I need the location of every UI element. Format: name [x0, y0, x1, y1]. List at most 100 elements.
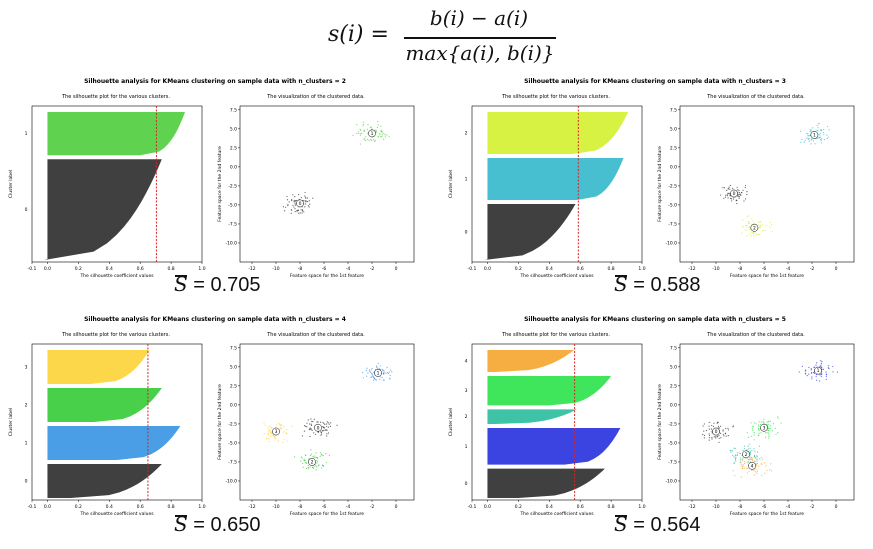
data-point	[303, 459, 305, 461]
data-point	[363, 139, 365, 141]
data-point	[818, 136, 820, 138]
data-point	[277, 422, 280, 424]
silhouette-bar-cluster-2	[47, 388, 162, 422]
data-point	[363, 137, 365, 140]
data-point	[805, 369, 807, 371]
data-point	[811, 376, 813, 378]
data-point	[274, 439, 276, 441]
x-tick-label: 0.4	[546, 504, 553, 510]
data-point	[293, 201, 295, 203]
y-tick-label: -7.5	[228, 221, 237, 227]
data-point	[749, 452, 751, 454]
data-point	[737, 189, 739, 191]
data-point	[731, 200, 733, 202]
cluster-center-label: 0	[317, 425, 320, 431]
data-point	[730, 450, 732, 452]
data-point	[322, 427, 325, 429]
data-point	[716, 422, 718, 424]
data-point	[756, 451, 759, 453]
cluster-center-label: 0	[299, 201, 302, 207]
data-point	[305, 462, 307, 464]
scatter-plot: -12 -10 -8 -6 -4 -2 0 7.5 5.0 2.5 0.0 -2.5 -5.0 -7.5 -…	[657, 105, 855, 279]
s-bar-symbol: S	[174, 512, 188, 536]
x-tick-label: 0.6	[137, 266, 144, 272]
cluster-label: 0	[465, 481, 468, 487]
data-point	[383, 138, 385, 140]
data-point	[306, 422, 308, 424]
data-point	[752, 231, 754, 233]
data-point	[820, 138, 822, 141]
data-point	[305, 197, 307, 199]
data-point	[746, 191, 748, 193]
data-point	[285, 206, 287, 208]
data-point	[827, 136, 829, 138]
cluster-center-label: 0	[733, 191, 736, 197]
data-point	[758, 445, 761, 447]
data-point	[775, 433, 777, 435]
data-point	[757, 434, 760, 436]
data-point	[368, 139, 370, 142]
data-point	[382, 370, 384, 372]
data-point	[766, 432, 768, 434]
data-point	[726, 195, 729, 197]
data-point	[300, 197, 302, 199]
y-tick-label: 5.0	[230, 126, 237, 132]
data-point	[308, 457, 310, 460]
data-point	[313, 432, 315, 434]
cluster-center-label: 2	[311, 460, 314, 466]
data-point	[711, 438, 713, 440]
cluster-center-0	[314, 423, 322, 432]
data-point	[746, 224, 748, 227]
data-point	[736, 186, 738, 188]
data-point	[379, 134, 381, 136]
data-point	[747, 222, 750, 224]
data-point	[264, 424, 266, 426]
data-point	[720, 437, 722, 439]
data-point	[303, 425, 306, 427]
x-tick-label: 0.0	[484, 266, 491, 272]
data-point	[373, 377, 376, 380]
data-point	[379, 376, 381, 378]
y-tick-label: 7.5	[230, 107, 237, 113]
data-point	[277, 440, 279, 442]
data-point	[360, 129, 362, 131]
score-value: = 0.650	[193, 514, 261, 536]
y-tick-label: -5.0	[228, 202, 237, 208]
data-point	[742, 459, 744, 462]
data-point	[359, 143, 362, 145]
cluster-center-0	[712, 427, 720, 436]
data-point	[740, 194, 742, 196]
data-point	[270, 432, 273, 434]
data-point	[727, 197, 729, 199]
data-point	[705, 429, 708, 432]
data-point	[370, 376, 372, 378]
data-point	[758, 428, 760, 431]
average-silhouette-score: S = 0.705	[174, 272, 261, 297]
data-point	[749, 228, 751, 230]
data-point	[738, 195, 740, 197]
data-point	[759, 221, 761, 223]
data-point	[300, 209, 302, 211]
data-point	[805, 373, 807, 375]
data-point	[381, 134, 384, 136]
x-tick-label: -10	[712, 266, 719, 272]
cluster-label: 1	[25, 441, 28, 447]
y-axis-label: Cluster label	[8, 408, 14, 436]
data-point	[380, 125, 382, 127]
data-point	[307, 419, 309, 421]
data-point	[821, 138, 823, 140]
data-point	[750, 235, 752, 237]
data-point	[296, 210, 298, 212]
data-point	[297, 209, 299, 211]
data-point	[708, 425, 710, 427]
cluster-label: 4	[465, 359, 468, 365]
data-point	[272, 434, 274, 437]
data-point	[758, 432, 760, 434]
y-tick-label: -7.5	[668, 221, 677, 227]
data-point	[767, 432, 770, 434]
data-point	[381, 377, 383, 379]
x-tick-label: -2	[370, 266, 375, 272]
data-point	[746, 432, 748, 434]
data-point	[322, 421, 324, 424]
data-point	[763, 418, 765, 420]
